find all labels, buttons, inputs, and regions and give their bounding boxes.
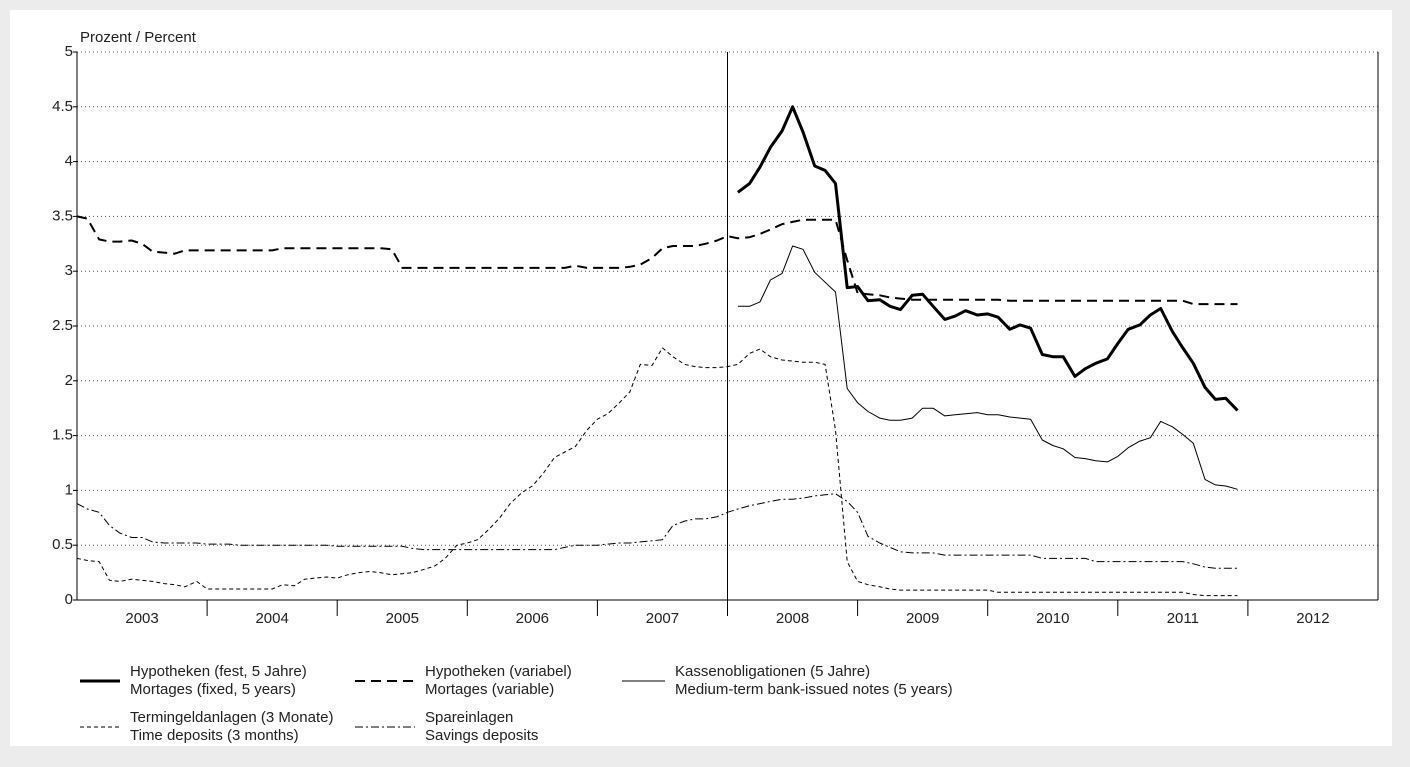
- x-tick-label: 2012: [1296, 610, 1329, 627]
- y-tick-label: 3: [65, 262, 73, 279]
- x-tick-label: 2003: [125, 610, 158, 627]
- legend-label: Termingeldanlagen (3 Monate): [130, 709, 333, 726]
- y-tick-label: 1: [65, 481, 73, 498]
- legend-label: Hypotheken (variabel): [425, 663, 572, 680]
- x-tick-label: 2007: [646, 610, 679, 627]
- legend-label-en: Mortages (fixed, 5 years): [130, 681, 296, 698]
- x-tick-label: 2009: [906, 610, 939, 627]
- x-tick-label: 2004: [255, 610, 288, 627]
- y-tick-label: 4: [65, 153, 73, 170]
- legend-label: Hypotheken (fest, 5 Jahre): [130, 663, 307, 680]
- x-tick-label: 2011: [1167, 610, 1199, 627]
- series-line: [76, 347, 1238, 597]
- y-axis-label: Prozent / Percent: [80, 29, 197, 46]
- legend-label-en: Medium-term bank-issued notes (5 years): [675, 681, 953, 698]
- x-tick-label: 2008: [776, 610, 809, 627]
- legend-label: Kassenobligationen (5 Jahre): [675, 663, 870, 680]
- y-tick-label: 3.5: [52, 207, 73, 224]
- series-line: [76, 215, 1238, 306]
- y-tick-label: 2.5: [52, 317, 73, 334]
- y-tick-label: 0: [65, 591, 73, 608]
- legend-label-en: Mortages (variable): [425, 681, 554, 698]
- panel: [10, 10, 1392, 746]
- y-tick-label: 4.5: [52, 98, 73, 115]
- legend-label-en: Savings deposits: [425, 727, 538, 744]
- x-tick-label: 2006: [516, 610, 549, 627]
- series-line: [736, 105, 1239, 412]
- y-tick-label: 5: [65, 43, 73, 60]
- y-tick-label: 0.5: [52, 536, 73, 553]
- legend-label: Spareinlagen: [425, 709, 513, 726]
- x-tick-label: 2010: [1036, 610, 1069, 627]
- legend-label-en: Time deposits (3 months): [130, 727, 299, 744]
- series-line: [737, 245, 1238, 490]
- series-line: [76, 493, 1238, 569]
- y-tick-label: 2: [65, 372, 73, 389]
- x-tick-label: 2005: [386, 610, 419, 627]
- y-tick-label: 1.5: [52, 427, 73, 444]
